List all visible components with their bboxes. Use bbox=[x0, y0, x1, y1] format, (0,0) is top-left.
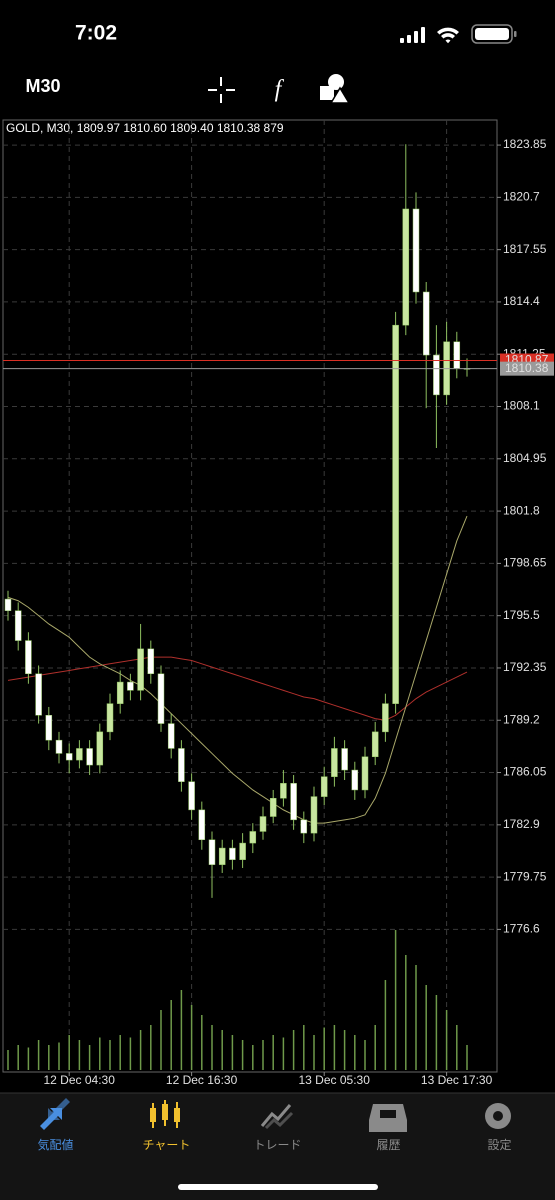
home-indicator bbox=[178, 1184, 378, 1190]
candle-body bbox=[86, 748, 93, 766]
candle-body bbox=[453, 341, 461, 369]
timeframe[interactable]: M30 bbox=[25, 76, 60, 96]
candle-body bbox=[361, 756, 369, 791]
moving-average bbox=[7, 515, 468, 824]
status-icons bbox=[400, 24, 517, 44]
y-tick-label: 1804.95 bbox=[503, 451, 547, 465]
candle-body bbox=[147, 648, 155, 675]
tab-label[interactable]: トレード bbox=[253, 1138, 301, 1152]
candle-body bbox=[351, 769, 359, 791]
candle-body bbox=[35, 673, 42, 716]
candle-body bbox=[157, 673, 165, 724]
candle-body bbox=[422, 291, 430, 356]
candle-body bbox=[55, 739, 63, 754]
x-tick-label: 13 Dec 17:30 bbox=[421, 1073, 493, 1087]
candle-body bbox=[290, 783, 297, 821]
candle-body bbox=[341, 748, 348, 771]
candle-body bbox=[65, 753, 73, 761]
tab-label[interactable]: 設定 bbox=[487, 1138, 511, 1152]
y-tick-label: 1808.1 bbox=[503, 399, 540, 413]
indicator-button[interactable]: f bbox=[275, 77, 285, 103]
y-tick-label: 1801.8 bbox=[503, 503, 540, 517]
candle-body bbox=[371, 731, 379, 758]
tab-label[interactable]: チャート bbox=[143, 1138, 191, 1152]
candle-body bbox=[382, 703, 389, 733]
x-tick-label: 12 Dec 04:30 bbox=[44, 1073, 116, 1087]
candle-body bbox=[433, 354, 440, 396]
candle-body bbox=[218, 847, 226, 865]
candle-body bbox=[4, 598, 12, 611]
tab-label[interactable]: 気配値 bbox=[37, 1137, 73, 1152]
y-tick-label: 1817.55 bbox=[503, 242, 547, 256]
candle-body bbox=[188, 781, 195, 811]
moving-average bbox=[7, 656, 468, 721]
candle-body bbox=[320, 776, 328, 797]
candle-body bbox=[76, 748, 83, 761]
candle-body bbox=[412, 208, 420, 293]
x-tick-label: 13 Dec 05:30 bbox=[299, 1073, 371, 1087]
candle-body bbox=[239, 842, 246, 860]
price-label: 1810.38 bbox=[505, 361, 549, 375]
candle-body bbox=[178, 748, 185, 782]
candle-body bbox=[198, 809, 206, 841]
candle-body bbox=[45, 715, 53, 741]
candle-body bbox=[249, 831, 257, 844]
crosshair-button[interactable] bbox=[208, 77, 235, 103]
tabs: 気配値 チャート トレード 履歴 設定 bbox=[37, 1137, 511, 1152]
y-tick-label: 1814.4 bbox=[503, 294, 540, 308]
y-tick-label: 1776.6 bbox=[503, 922, 540, 936]
candle-body bbox=[280, 783, 287, 799]
candle-body bbox=[25, 640, 32, 675]
candle-body bbox=[137, 648, 144, 691]
candle-body bbox=[402, 208, 410, 326]
candle-body bbox=[127, 681, 134, 691]
y-tick-label: 1823.85 bbox=[503, 137, 547, 151]
candle-body bbox=[208, 839, 216, 865]
price-label-box bbox=[500, 361, 554, 376]
y-tick-label: 1786.05 bbox=[503, 765, 547, 779]
candle-body bbox=[310, 796, 318, 834]
y-tick-label: 1782.9 bbox=[503, 817, 540, 831]
tab-icons bbox=[40, 1098, 511, 1132]
candle-body bbox=[300, 819, 308, 834]
candle-body bbox=[269, 798, 277, 817]
candle-body bbox=[392, 324, 399, 704]
candle-body bbox=[229, 847, 236, 860]
chart: 1823.851820.71817.551814.41811.251808.11… bbox=[3, 120, 554, 1087]
chart-frame bbox=[2, 119, 498, 1073]
y-tick-label: 1792.35 bbox=[503, 660, 547, 674]
y-tick-label: 1779.75 bbox=[503, 869, 547, 883]
y-tick-label: 1795.5 bbox=[503, 608, 540, 622]
candle-body bbox=[259, 816, 267, 832]
candle-body bbox=[116, 681, 124, 704]
candle-body bbox=[106, 703, 114, 733]
candle-body bbox=[96, 731, 104, 766]
candle-body bbox=[14, 610, 22, 641]
chart-info: GOLD, M30, 1809.97 1810.60 1809.40 1810.… bbox=[6, 121, 284, 135]
tab-label[interactable]: 履歴 bbox=[376, 1138, 400, 1152]
status-time: 7:02 bbox=[75, 22, 117, 45]
y-tick-label: 1789.2 bbox=[503, 712, 540, 726]
tab-bar bbox=[0, 1093, 555, 1200]
y-tick-label: 1820.7 bbox=[503, 190, 540, 204]
candle-body bbox=[167, 723, 175, 749]
x-tick-label: 12 Dec 16:30 bbox=[166, 1073, 238, 1087]
candle-body bbox=[331, 748, 338, 777]
y-tick-label: 1798.65 bbox=[503, 556, 547, 570]
objects-button[interactable] bbox=[320, 74, 351, 104]
